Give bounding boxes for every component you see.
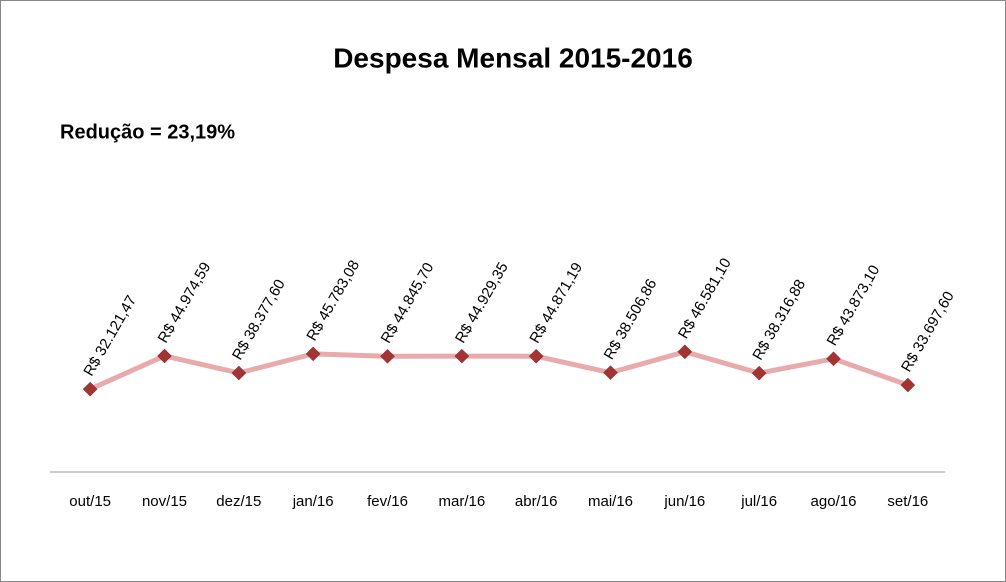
marker: [231, 365, 247, 381]
chart-title: Despesa Mensal 2015-2016: [333, 42, 693, 73]
x-tick-label: jul/16: [740, 493, 777, 510]
x-tick-label: ago/16: [811, 493, 857, 510]
marker: [305, 346, 321, 362]
marker: [826, 351, 841, 367]
x-tick-label: dez/15: [216, 493, 261, 510]
marker: [677, 344, 693, 360]
x-tick-label: mai/16: [588, 493, 633, 510]
x-tick-label: jun/16: [663, 493, 705, 510]
marker: [603, 365, 618, 381]
x-tick-label: abr/16: [515, 493, 558, 510]
x-tick-label: jan/16: [292, 493, 334, 510]
marker: [380, 348, 395, 364]
x-tick-label: fev/16: [367, 493, 408, 510]
marker: [528, 348, 544, 364]
marker: [900, 377, 916, 393]
x-tick-label: nov/15: [142, 493, 187, 510]
annotation: Redução = 23,19%: [60, 121, 235, 143]
x-tick-label: out/15: [69, 493, 111, 510]
marker: [751, 365, 767, 381]
x-tick-label: set/16: [887, 493, 928, 510]
marker: [454, 348, 470, 364]
marker: [82, 381, 98, 397]
x-tick-label: mar/16: [438, 493, 485, 510]
series-line: [89, 349, 909, 392]
marker: [157, 348, 172, 364]
